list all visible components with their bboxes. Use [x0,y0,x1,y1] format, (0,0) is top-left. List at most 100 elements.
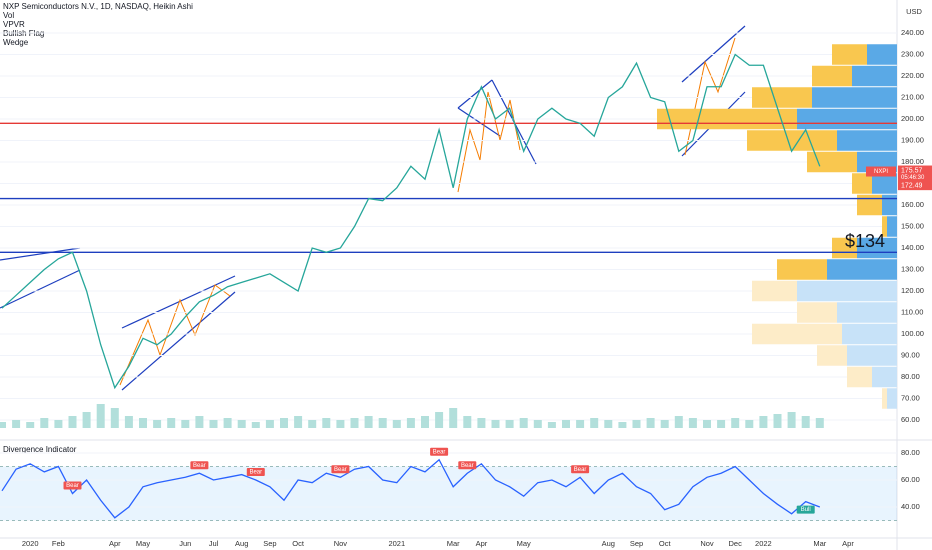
chart-title: NXP Semiconductors N.V., 1D, NASDAQ, Hei… [3,2,193,11]
divergence-tag [246,468,265,476]
x-tick-label: Oct [659,539,672,548]
profile-down [657,108,797,130]
profile-up [872,366,897,388]
volume-bar [280,418,288,428]
x-tick-label: Apr [109,539,121,548]
divergence-tag [458,461,477,470]
last-price: 175.57 [901,167,923,174]
y-tick-label: 200.00 [901,114,924,123]
x-tick-label: Sep [263,539,276,548]
profile-up [872,173,897,194]
y-tick-label: 160.00 [901,200,924,209]
volume-bar [364,416,373,428]
y-tick-label: 110.00 [901,307,923,316]
divergence-tag [63,481,82,490]
volume-bar [815,418,824,428]
marked-price: 172.49 [901,182,923,189]
divergence-text: Bear [461,463,474,469]
profile-down [797,302,837,323]
y-tick-label: 60.00 [901,415,920,424]
profile-down [777,259,827,280]
profile-down [882,388,887,409]
volume-bar [759,416,768,428]
countdown: 05:46:30 [901,175,925,181]
volume-bar [96,404,105,428]
volume-bar [787,412,796,428]
x-tick-label: Apr [842,539,854,548]
volume-bar [68,416,77,428]
y-tick-label: 240.00 [901,28,924,37]
divergence-text: Bear [574,467,587,473]
x-tick-label: Nov [334,539,348,548]
y-tick-label: 140.00 [901,243,924,252]
volume-bar [153,420,162,428]
divergence-tag [796,505,815,514]
volume-bar [435,412,444,428]
volume-bar [717,420,726,428]
volume-bar [40,418,49,428]
volume-bar [745,420,754,428]
profile-up [842,323,897,345]
profile-down [832,44,867,65]
level-label: $134 [845,231,885,251]
volume-bar [350,418,359,428]
volume-bar [251,422,260,428]
indicator-label: Bullish Flag [3,29,44,38]
x-tick-label: Mar [813,539,826,548]
volume-bar [26,422,35,428]
volume-bar [82,412,91,428]
profile-down [832,237,857,259]
volume-bar [421,416,429,428]
y2-tick-label: 80.00 [901,448,920,457]
x-tick-label: May [136,539,150,548]
profile-up [887,388,897,409]
volume-bar [124,416,133,428]
divergence-text: Bear [193,463,206,469]
indicator-label: VPVR [3,20,25,29]
profile-up [867,44,897,65]
x-tick-label: Feb [52,539,65,548]
volume-bar [604,420,613,428]
flag-drawings [119,37,736,386]
y2-tick-label: 40.00 [901,502,920,511]
volume-bar [308,420,317,428]
profile-up [827,259,897,280]
x-tick-label: Dec [729,539,743,548]
profile-up [847,345,897,366]
profile-up [887,216,897,237]
x-tick-label: Sep [630,539,643,548]
price-badge [898,165,932,183]
divergence-tag [571,465,590,474]
x-tick-label: Aug [602,539,615,548]
volume-bar [139,418,147,428]
volume-bar [223,418,232,428]
x-tick-label: Jul [209,539,219,548]
profile-up [812,87,897,108]
volume-bar [703,420,711,428]
x-tick-label: Aug [235,539,248,548]
y-tick-label: 120.00 [901,286,924,295]
profile-down [847,366,872,388]
profile-down [857,194,882,216]
volume-bar [491,420,500,428]
profile-down [752,323,842,345]
profile-up [882,194,897,216]
y-tick-label: 180.00 [901,157,924,166]
volume-bar [632,420,641,428]
symbol-badge [866,166,896,177]
volume-bar [660,420,669,428]
volume-bar [731,418,740,428]
volume-bar [618,422,627,428]
x-tick-label: Apr [476,539,488,548]
profile-down [752,280,797,302]
y-tick-label: 80.00 [901,372,920,381]
indicator-label: Vol [3,11,14,20]
volume-bar [181,420,190,428]
y-tick-label: 90.00 [901,350,920,359]
profile-up [797,108,897,130]
profile-down [817,345,847,366]
price-badge [898,181,932,191]
divergence-text: Bear [433,449,446,455]
indicator-label: Wedge [3,38,29,47]
